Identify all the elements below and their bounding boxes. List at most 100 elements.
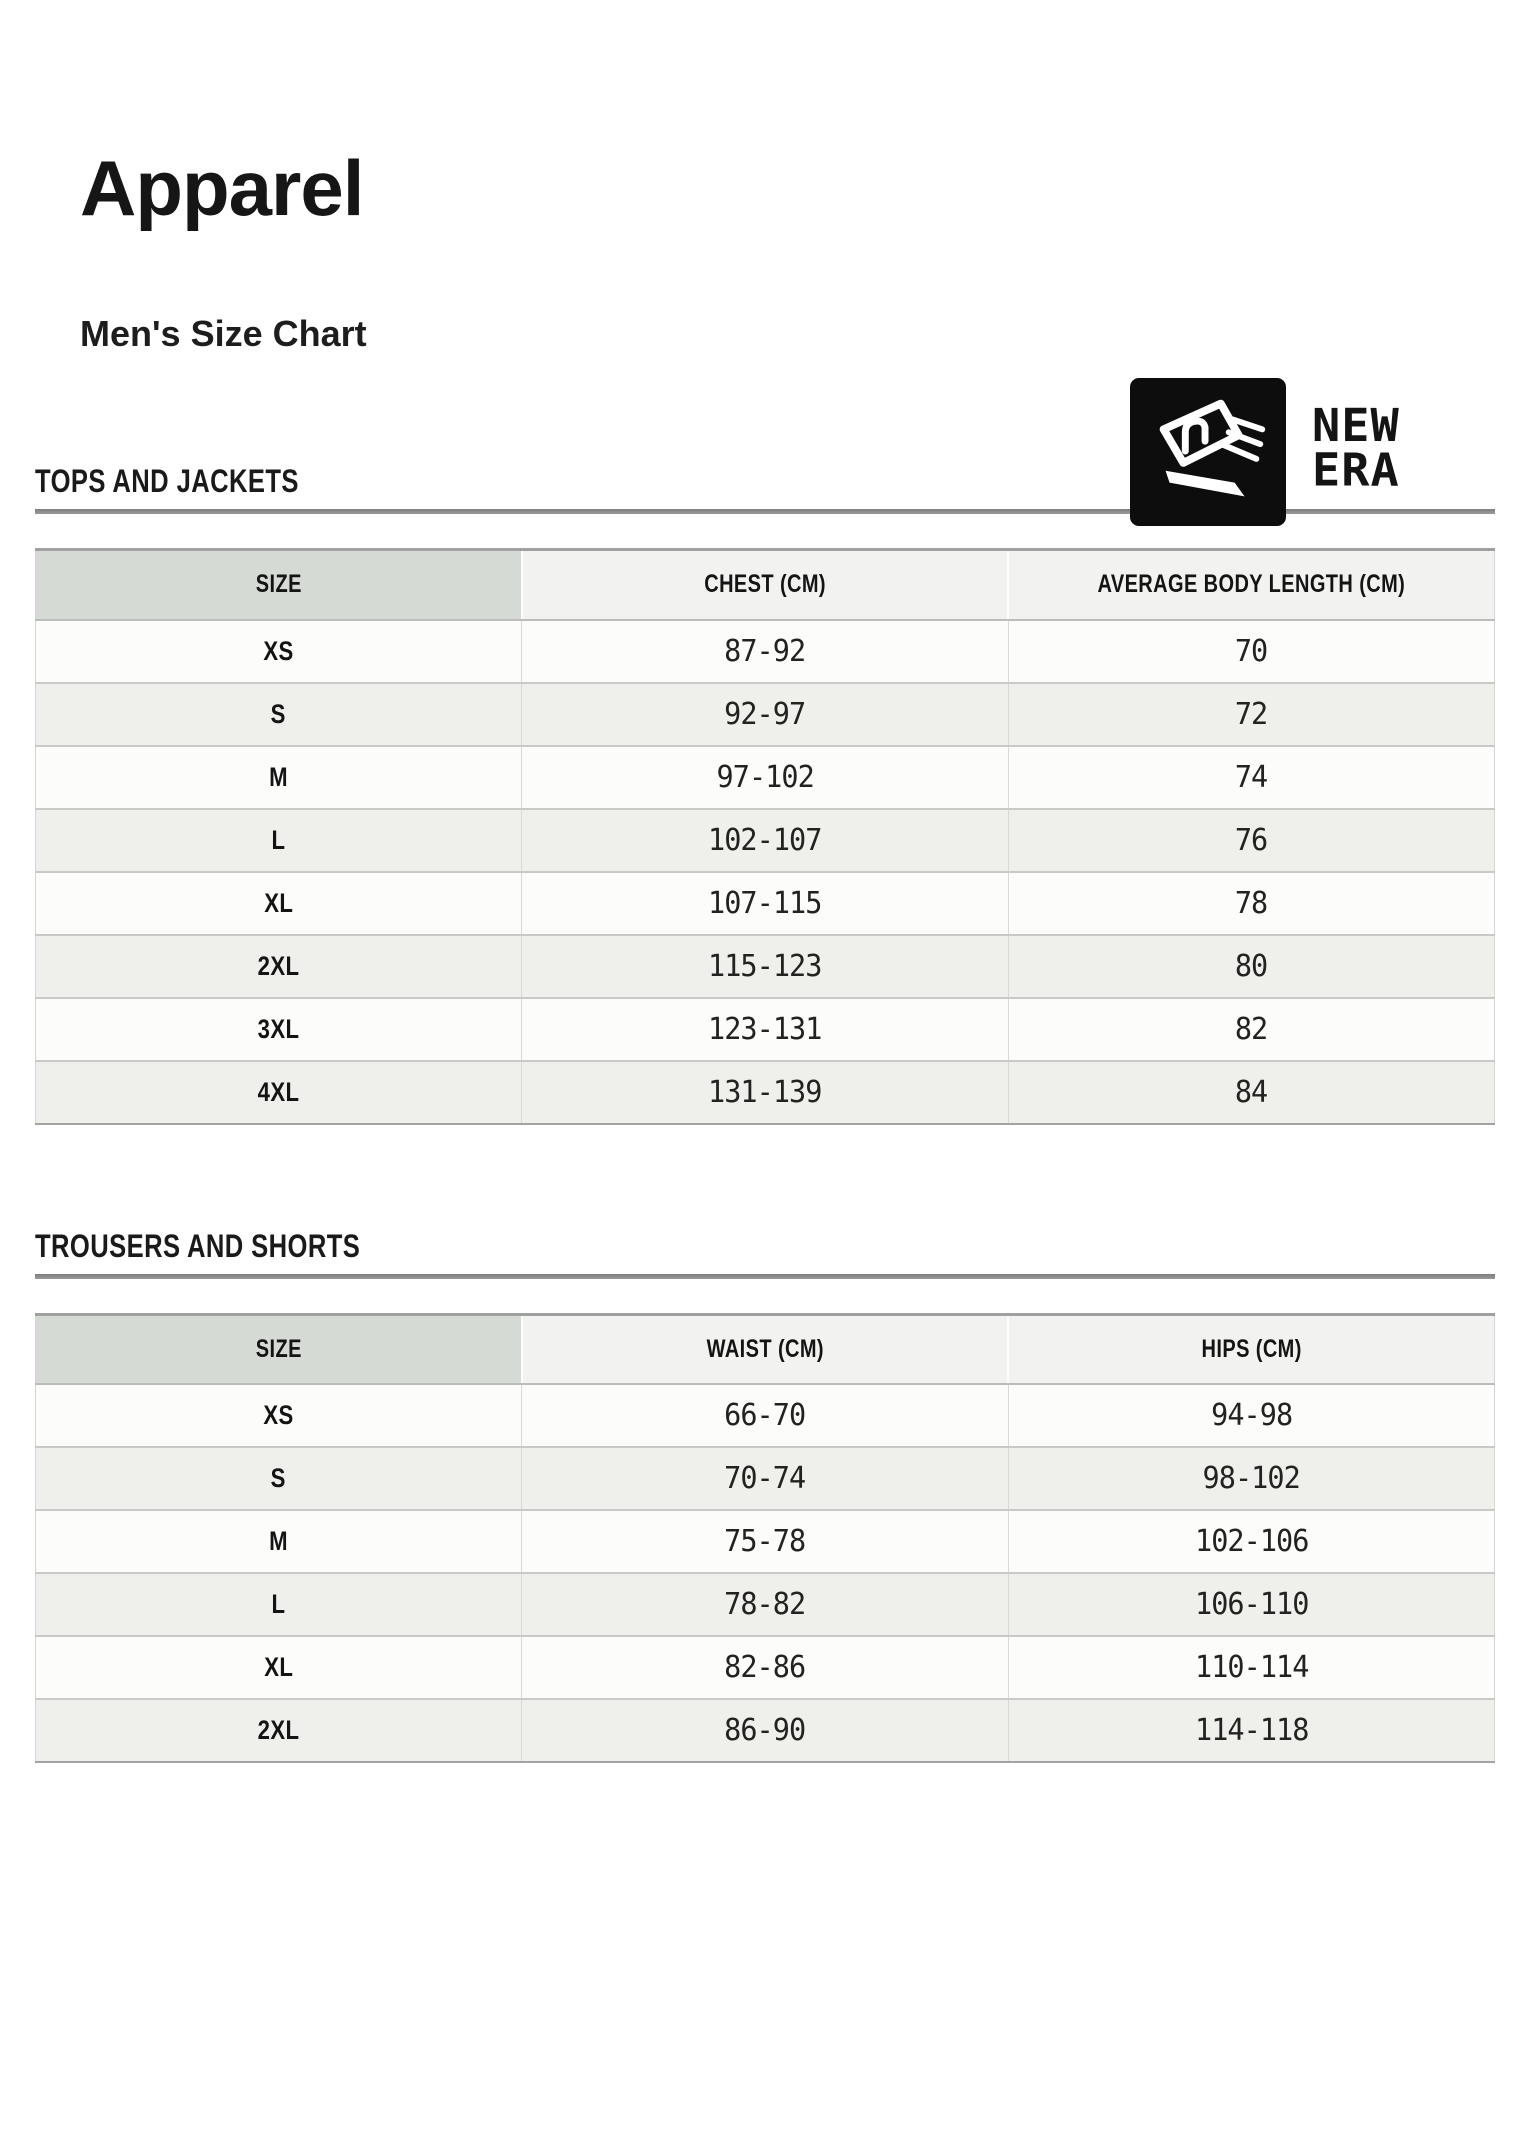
value-cell: 123-131: [521, 996, 1009, 1061]
value-cell: 76: [1007, 807, 1495, 872]
trousers-size-table: SIZE WAIST (CM) HIPS (CM) XS 66-70 94-98 S 70-…: [35, 1312, 1495, 1763]
column-header-label: SIZE: [255, 1334, 302, 1363]
value-cell: 82-86: [521, 1635, 1009, 1699]
table-row-2xl: 2XL 86-90 114-118: [35, 1698, 1495, 1762]
table-row-l: L 78-82 106-110: [35, 1572, 1495, 1636]
value-label: 87-92: [724, 633, 806, 669]
value-label: 98-102: [1202, 1461, 1301, 1496]
value-label: 86-90: [724, 1713, 806, 1748]
value-cell: 131-139: [521, 1059, 1009, 1124]
column-header-label: CHEST (CM): [704, 570, 826, 599]
size-label: S: [271, 1463, 287, 1493]
size-label: XL: [264, 1652, 294, 1682]
value-cell: 102-106: [1007, 1509, 1495, 1573]
value-cell: 70: [1007, 619, 1495, 683]
size-cell: L: [35, 807, 522, 872]
value-cell: 74: [1007, 744, 1495, 809]
table-row-m: M 97-102 74: [35, 744, 1495, 809]
value-label: 102-107: [708, 822, 822, 858]
value-label: 70-74: [724, 1461, 806, 1496]
trousers-and-shorts-section: TROUSERS AND SHORTS SIZE WAIST (CM) HIPS (…: [35, 1227, 1495, 1763]
size-cell: XS: [35, 1384, 522, 1447]
value-cell: 78-82: [521, 1572, 1009, 1636]
value-label: 92-97: [724, 696, 806, 732]
value-label: 82-86: [724, 1650, 806, 1685]
column-header-label: SIZE: [255, 570, 302, 599]
value-label: 78-82: [724, 1587, 806, 1622]
table-row-xs: XS 66-70 94-98: [35, 1384, 1495, 1447]
table-row-xl: XL 107-115 78: [35, 870, 1495, 935]
value-label: 123-131: [708, 1011, 822, 1047]
value-cell: 82: [1007, 996, 1495, 1061]
value-cell: 97-102: [521, 744, 1009, 809]
table-row-s: S 70-74 98-102: [35, 1446, 1495, 1510]
section-heading-label: TOPS AND JACKETS: [35, 463, 299, 499]
section-heading-label: TROUSERS AND SHORTS: [35, 1227, 361, 1264]
size-cell: 3XL: [35, 996, 522, 1061]
brand-wordmark-line2: ERA: [1312, 443, 1400, 497]
value-cell: 110-114: [1007, 1635, 1495, 1699]
size-label: L: [271, 824, 286, 855]
column-header-label: AVERAGE BODY LENGTH (CM): [1097, 570, 1406, 599]
table-row-m: M 75-78 102-106: [35, 1509, 1495, 1573]
brand-block: NEW ERA: [1130, 378, 1460, 528]
value-cell: 70-74: [521, 1446, 1009, 1510]
value-cell: 114-118: [1007, 1698, 1495, 1762]
value-label: 106-110: [1194, 1587, 1309, 1622]
new-era-flag-icon: [1130, 378, 1286, 526]
size-chart-page: { "header": { "title": "Apparel", "subti…: [0, 148, 1530, 2148]
table-row-xs: XS 87-92 70: [35, 619, 1495, 683]
value-label: 75-78: [724, 1524, 806, 1559]
value-cell: 107-115: [521, 870, 1009, 935]
value-cell: 72: [1007, 681, 1495, 746]
size-cell: S: [35, 1446, 522, 1510]
value-label: 72: [1235, 696, 1268, 732]
section-heading: TOPS AND JACKETS: [35, 464, 1495, 498]
table-header-row: SIZE WAIST (CM) HIPS (CM): [35, 1314, 1495, 1385]
value-label: 82: [1235, 1011, 1268, 1047]
value-label: 84: [1235, 1074, 1268, 1110]
size-label: M: [269, 761, 289, 792]
table-row-4xl: 4XL 131-139 84: [35, 1059, 1495, 1124]
value-label: 114-118: [1194, 1713, 1309, 1748]
value-label: 94-98: [1210, 1398, 1293, 1433]
section-divider: [35, 1273, 1495, 1279]
value-label: 110-114: [1194, 1650, 1309, 1685]
size-cell: 2XL: [35, 933, 522, 998]
column-header-hips-cm: HIPS (CM): [1007, 1314, 1495, 1385]
size-cell: S: [35, 681, 522, 746]
size-cell: XL: [35, 870, 522, 935]
value-cell: 75-78: [521, 1509, 1009, 1573]
value-cell: 66-70: [521, 1384, 1009, 1447]
column-header-size: SIZE: [35, 1314, 522, 1385]
value-cell: 84: [1007, 1059, 1495, 1124]
size-cell: 2XL: [35, 1698, 522, 1762]
size-label: 4XL: [257, 1076, 300, 1107]
size-cell: 4XL: [35, 1059, 522, 1124]
value-label: 78: [1235, 885, 1268, 921]
size-label: S: [271, 698, 287, 729]
table-row-2xl: 2XL 115-123 80: [35, 933, 1495, 998]
value-cell: 102-107: [521, 807, 1009, 872]
size-label: L: [271, 1589, 286, 1619]
size-label: XS: [263, 635, 294, 666]
size-label: 2XL: [257, 1715, 300, 1745]
size-cell: M: [35, 744, 522, 809]
table-row-xl: XL 82-86 110-114: [35, 1635, 1495, 1699]
value-label: 74: [1235, 759, 1268, 795]
value-cell: 98-102: [1007, 1446, 1495, 1510]
size-label: M: [269, 1526, 289, 1556]
size-label: 3XL: [257, 1013, 300, 1044]
value-label: 76: [1235, 822, 1268, 858]
size-cell: XS: [35, 619, 522, 683]
value-cell: 78: [1007, 870, 1495, 935]
value-label: 80: [1235, 948, 1268, 984]
value-cell: 94-98: [1007, 1384, 1495, 1447]
size-label: XS: [263, 1400, 294, 1430]
size-cell: M: [35, 1509, 522, 1573]
value-cell: 80: [1007, 933, 1495, 998]
table-row-l: L 102-107 76: [35, 807, 1495, 872]
value-cell: 86-90: [521, 1698, 1009, 1762]
value-cell: 115-123: [521, 933, 1009, 998]
brand-wordmark-line1: NEW: [1312, 399, 1400, 453]
